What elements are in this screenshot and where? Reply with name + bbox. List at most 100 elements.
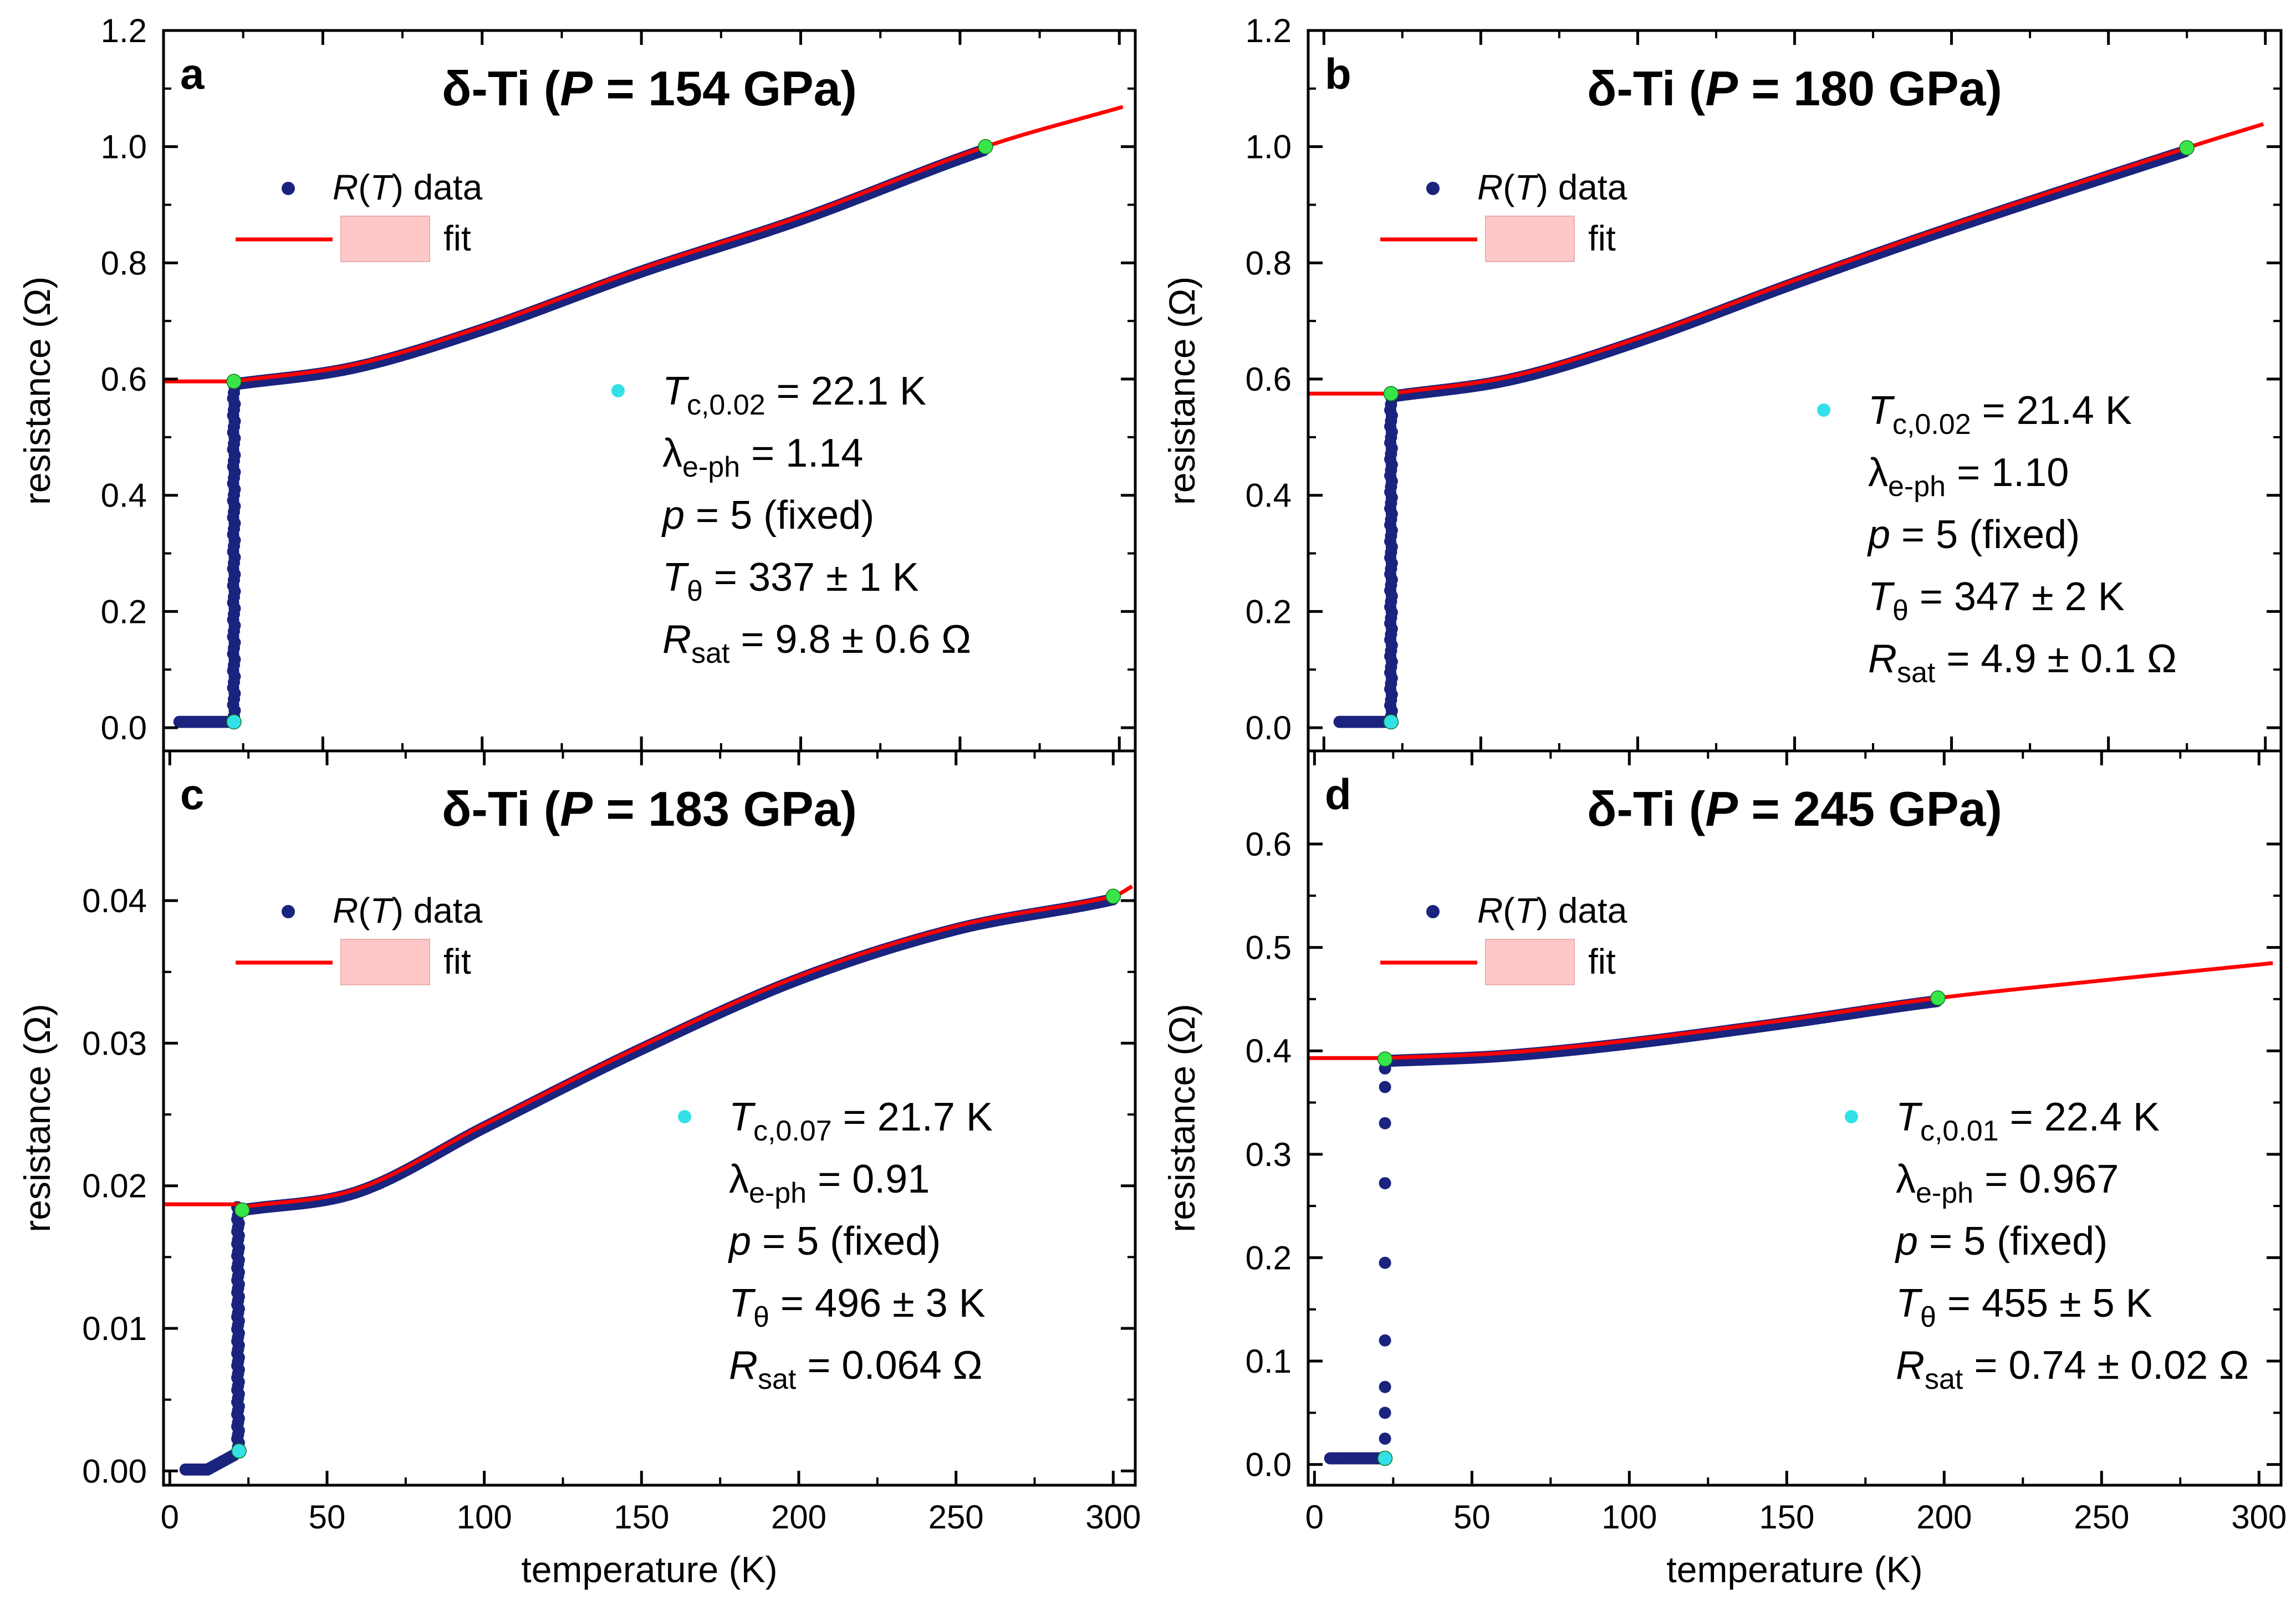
annotation-var: λ: [1868, 451, 1888, 495]
y-tick-label: 0.4: [1246, 1032, 1292, 1070]
annotation-var: R: [1868, 637, 1897, 681]
annotation-sub: e-ph: [1888, 470, 1946, 503]
annotation-var: p: [1867, 513, 1890, 557]
legend-paren: (: [358, 167, 370, 207]
plot-frame: [1307, 749, 2283, 1487]
annotation-sub: θ: [1892, 595, 1909, 627]
tc-legend-marker: [678, 1110, 691, 1123]
y-axis-label: resistance (Ω): [17, 277, 58, 505]
fit-line: [164, 105, 1124, 383]
annotation-value: = 0.74 ± 0.02 Ω: [1963, 1343, 2249, 1388]
x-tick-label: 100: [1601, 1499, 1657, 1536]
fit-range-marker: [234, 1202, 250, 1218]
y-tick-label: 0.8: [101, 244, 147, 282]
y-tick-label: 0.2: [1246, 1239, 1292, 1276]
annotation-line: Rsat = 0.064 Ω: [729, 1343, 982, 1395]
x-tick-label: 200: [1916, 1499, 1972, 1536]
annotation-var: λ: [1896, 1157, 1916, 1201]
title-suffix: = 180 GPa): [1738, 61, 2002, 116]
legend-label-fit: fit: [1588, 218, 1616, 258]
annotation-var: R: [662, 617, 691, 662]
title-prefix: δ-Ti (: [442, 781, 560, 836]
tc-legend-marker: [1845, 1110, 1858, 1123]
annotation-line: Tc,0.01 = 22.4 K: [1896, 1095, 2160, 1147]
legend-label-data: R(T) data: [1477, 891, 1627, 930]
x-tick-label: 50: [309, 1499, 346, 1536]
panel-title: δ-Ti (P = 154 GPa): [442, 61, 857, 116]
annotation-line: Tθ = 455 ± 5 K: [1896, 1281, 2152, 1333]
annotation-sub: c,0.02: [687, 389, 766, 421]
annotation-line: Tc,0.02 = 22.1 K: [662, 369, 926, 421]
annotation-var: T: [729, 1281, 756, 1326]
fit-line: [1308, 122, 2264, 396]
annotation-var: T: [1896, 1095, 1923, 1139]
fit-range-marker: [1377, 1051, 1393, 1067]
annotation-sub: sat: [758, 1363, 797, 1395]
legend-band-fit: [340, 216, 430, 262]
fit-range-marker: [1930, 990, 1946, 1006]
title-prefix: δ-Ti (: [442, 61, 560, 116]
data-point: [1379, 1117, 1391, 1129]
legend-marker-data: [1426, 905, 1440, 918]
x-tick-label: 150: [614, 1499, 669, 1536]
annotation-value: = 5 (fixed): [1890, 513, 2080, 557]
annotation-line: Rsat = 4.9 ± 0.1 Ω: [1868, 637, 2177, 689]
x-tick-label: 150: [1759, 1499, 1814, 1536]
annotation-line: Tθ = 347 ± 2 K: [1868, 575, 2125, 627]
fit-line: [1308, 961, 2273, 1060]
legend-var: R: [333, 891, 358, 930]
plot-area: [1308, 961, 2273, 1466]
legend-marker-data: [282, 182, 295, 195]
annotation-value: = 0.91: [807, 1157, 930, 1201]
legend: R(T) data fit: [1380, 891, 1627, 985]
annotation-line: p = 5 (fixed): [1895, 1219, 2108, 1264]
panel-letter: a: [180, 49, 205, 98]
legend-suffix: data: [1548, 167, 1627, 207]
tc-marker: [231, 1443, 247, 1459]
annotation-value: = 5 (fixed): [1918, 1219, 2108, 1264]
legend-suffix: data: [404, 167, 483, 207]
annotation-value: = 4.9 ± 0.1 Ω: [1935, 637, 2177, 681]
y-tick-label: 0.03: [82, 1025, 147, 1062]
panel-title: δ-Ti (P = 245 GPa): [1587, 781, 2002, 836]
annotation-var: T: [1868, 388, 1895, 433]
annotation-sub: θ: [687, 575, 703, 607]
annotation-value: = 1.10: [1946, 451, 2069, 495]
annotation-value: = 1.14: [740, 431, 863, 475]
panel-d: 0 50 100 150 200 250 300 0.0 0.1 0.2 0.3 0.4 0.5 0.6 r…: [1161, 749, 2287, 1590]
plot-frame: [162, 29, 1137, 753]
legend-suffix: data: [1548, 891, 1627, 930]
annotation-sub: c,0.02: [1892, 408, 1971, 441]
annotation-line: p = 5 (fixed): [661, 493, 874, 538]
title-variable: P: [1705, 781, 1738, 836]
y-tick-label: 0.00: [82, 1453, 147, 1490]
legend-marker-data: [1426, 182, 1440, 195]
panel-letter: d: [1325, 770, 1351, 819]
annotation-sub: sat: [691, 637, 730, 669]
data-point: [1379, 1081, 1391, 1093]
annotation-var: p: [661, 493, 685, 538]
annotation-sub: θ: [1920, 1301, 1936, 1333]
y-tick-label: 0.0: [101, 709, 147, 746]
fit-range-marker: [226, 374, 242, 389]
legend-label-data: R(T) data: [333, 167, 483, 207]
x-tick-label: 250: [928, 1499, 984, 1536]
x-axis-label: temperature (K): [1666, 1549, 1922, 1590]
legend-marker-data: [282, 905, 295, 918]
data-point: [1379, 1177, 1391, 1190]
y-tick-label: 1.0: [1246, 129, 1292, 166]
x-tick-label: 0: [161, 1499, 179, 1536]
title-variable: P: [560, 781, 593, 836]
y-axis-label: resistance (Ω): [1161, 1004, 1202, 1232]
legend-paren: ): [392, 167, 404, 207]
title-suffix: = 245 GPa): [1738, 781, 2002, 836]
annotation-sub: sat: [1925, 1363, 1963, 1395]
legend-band-fit: [1485, 216, 1575, 262]
annotation-value: = 337 ± 1 K: [703, 555, 919, 600]
plot-area: [164, 884, 1134, 1476]
y-tick-label: 0.3: [1246, 1136, 1292, 1173]
y-tick-label: 0.6: [101, 361, 147, 398]
legend: R(T) data fit: [236, 891, 483, 985]
annotation-line: Tθ = 496 ± 3 K: [729, 1281, 986, 1333]
fit-range-marker: [2179, 140, 2195, 156]
